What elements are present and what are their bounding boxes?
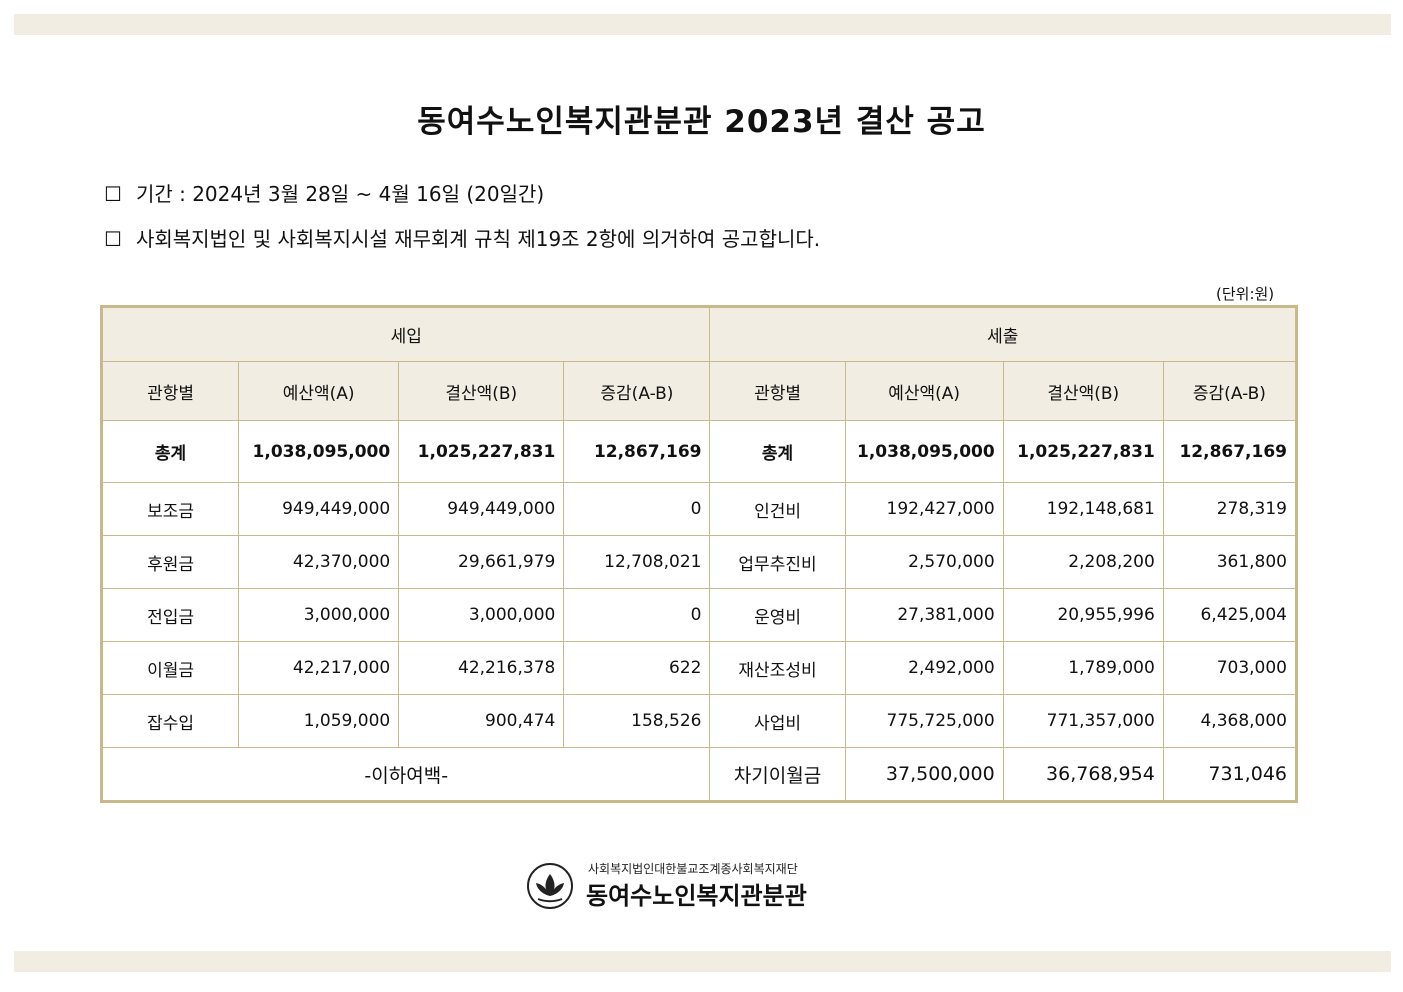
column-header: 관항별 xyxy=(709,361,846,421)
table-cell: 12,708,021 xyxy=(563,535,711,589)
table-cell: 2,208,200 xyxy=(1002,535,1164,589)
checkbox-bullet-icon: ☐ xyxy=(104,182,122,206)
table-cell: 900,474 xyxy=(398,694,565,748)
table-cell: 158,526 xyxy=(563,694,711,748)
table-cell: 총계 xyxy=(101,420,240,483)
table-row: 잡수입 1,059,000 900,474 158,526 사업비 775,72… xyxy=(101,694,1297,748)
table-cell: 0 xyxy=(563,482,711,536)
table-cell: 20,955,996 xyxy=(1002,588,1164,642)
table-cell: 27,381,000 xyxy=(844,588,1004,642)
table-cell: 42,216,378 xyxy=(398,641,565,695)
table-cell: 후원금 xyxy=(101,535,240,589)
table-cell: 차기이월금 xyxy=(709,747,846,801)
table-cell: 2,570,000 xyxy=(844,535,1004,589)
table-cell: 949,449,000 xyxy=(238,482,400,536)
column-header: 증감(A-B) xyxy=(1162,361,1297,421)
table-column-header-row: 관항별 예산액(A) 결산액(B) 증감(A-B) 관항별 예산액(A) 결산액… xyxy=(101,361,1297,421)
table-cell: 42,217,000 xyxy=(238,641,400,695)
table-cell: 29,661,979 xyxy=(398,535,565,589)
table-cell: 재산조성비 xyxy=(709,641,846,695)
page-title: 동여수노인복지관분관 2023년 결산 공고 xyxy=(417,104,986,140)
table-cell: 3,000,000 xyxy=(238,588,400,642)
table-cell: 1,025,227,831 xyxy=(398,420,565,483)
table-cell: 949,449,000 xyxy=(398,482,565,536)
blank-note-cell: -이하여백- xyxy=(101,747,711,801)
checkbox-bullet-icon: ☐ xyxy=(104,227,122,251)
table-cell: 12,867,169 xyxy=(1162,420,1297,483)
table-cell: 192,148,681 xyxy=(1002,482,1164,536)
table-cell: 이월금 xyxy=(101,641,240,695)
table-cell: 2,492,000 xyxy=(844,641,1004,695)
table-cell: 42,370,000 xyxy=(238,535,400,589)
table-cell: 운영비 xyxy=(709,588,846,642)
table-cell: 전입금 xyxy=(101,588,240,642)
table-cell: 잡수입 xyxy=(101,694,240,748)
column-header: 결산액(B) xyxy=(1002,361,1164,421)
table-cell: 192,427,000 xyxy=(844,482,1004,536)
table-cell: 36,768,954 xyxy=(1002,747,1164,801)
table-cell: 보조금 xyxy=(101,482,240,536)
table-cell: 12,867,169 xyxy=(563,420,711,483)
table-cell: 278,319 xyxy=(1162,482,1297,536)
table-row: 후원금 42,370,000 29,661,979 12,708,021 업무추… xyxy=(101,535,1297,589)
bottom-decorative-band xyxy=(14,951,1391,972)
settlement-table: 세입 세출 관항별 예산액(A) 결산액(B) 증감(A-B) 관항별 예산액(… xyxy=(100,305,1298,803)
table-cell: 1,025,227,831 xyxy=(1002,420,1164,483)
expense-group-header: 세출 xyxy=(709,307,1296,362)
table-cell: 총계 xyxy=(709,420,846,483)
table-cell: 1,038,095,000 xyxy=(238,420,400,483)
basis-text: 사회복지법인 및 사회복지시설 재무회계 규칙 제19조 2항에 의거하여 공고… xyxy=(135,227,821,251)
table-cell: 3,000,000 xyxy=(398,588,565,642)
period-text: 기간 : 2024년 3월 28일 ~ 4월 16일 (20일간) xyxy=(135,182,545,206)
table-row: 전입금 3,000,000 3,000,000 0 운영비 27,381,000… xyxy=(101,588,1297,642)
table-cell: 0 xyxy=(563,588,711,642)
table-cell: 1,038,095,000 xyxy=(844,420,1004,483)
column-header: 증감(A-B) xyxy=(563,361,711,421)
column-header: 관항별 xyxy=(101,361,240,421)
table-cell: 사업비 xyxy=(709,694,846,748)
table-cell: 인건비 xyxy=(709,482,846,536)
table-cell: 771,357,000 xyxy=(1002,694,1164,748)
income-group-header: 세입 xyxy=(101,307,711,362)
table-total-row: 총계 1,038,095,000 1,025,227,831 12,867,16… xyxy=(101,420,1297,483)
top-decorative-band xyxy=(14,14,1391,35)
table-row: 보조금 949,449,000 949,449,000 0 인건비 192,42… xyxy=(101,482,1297,536)
basis-line: ☐ 사회복지법인 및 사회복지시설 재무회계 규칙 제19조 2항에 의거하여 공… xyxy=(104,223,820,252)
table-cell: 622 xyxy=(563,641,711,695)
table-cell: 37,500,000 xyxy=(844,747,1004,801)
organization-subtitle: 사회복지법인대한불교조계종사회복지재단 xyxy=(588,862,798,876)
table-cell: 731,046 xyxy=(1162,747,1297,801)
column-header: 예산액(A) xyxy=(238,361,400,421)
table-cell: 361,800 xyxy=(1162,535,1297,589)
table-cell: 1,789,000 xyxy=(1002,641,1164,695)
column-header: 결산액(B) xyxy=(398,361,565,421)
organization-name: 동여수노인복지관분관 xyxy=(586,882,807,910)
table-cell: 1,059,000 xyxy=(238,694,400,748)
unit-label: (단위:원) xyxy=(1216,285,1275,303)
table-cell: 업무추진비 xyxy=(709,535,846,589)
period-line: ☐ 기간 : 2024년 3월 28일 ~ 4월 16일 (20일간) xyxy=(104,178,544,207)
table-carryover-row: -이하여백- 차기이월금 37,500,000 36,768,954 731,0… xyxy=(101,747,1297,801)
footer-organization: 사회복지법인대한불교조계종사회복지재단 동여수노인복지관분관 xyxy=(526,860,866,910)
table-group-header-row: 세입 세출 xyxy=(101,307,1296,362)
table-cell: 4,368,000 xyxy=(1162,694,1297,748)
table-cell: 775,725,000 xyxy=(844,694,1004,748)
table-row: 이월금 42,217,000 42,216,378 622 재산조성비 2,49… xyxy=(101,641,1297,695)
lotus-logo-icon xyxy=(527,863,573,909)
table-cell: 6,425,004 xyxy=(1162,588,1297,642)
table-cell: 703,000 xyxy=(1162,641,1297,695)
column-header: 예산액(A) xyxy=(844,361,1004,421)
